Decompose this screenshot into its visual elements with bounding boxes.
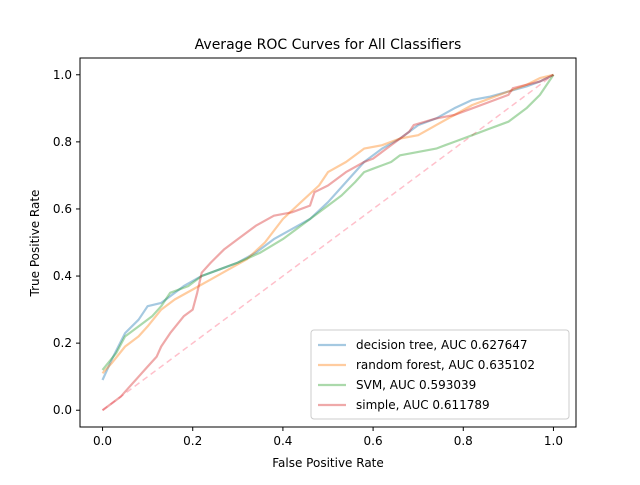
legend-box xyxy=(310,329,570,420)
y-axis: 0.0 0.2 0.4 0.6 0.8 1.0 xyxy=(53,68,80,417)
chart-title: Average ROC Curves for All Classifiers xyxy=(195,37,462,53)
x-tick-label: 1.0 xyxy=(544,434,563,448)
y-tick-label: 0.8 xyxy=(53,135,72,149)
x-tick-label: 0.8 xyxy=(454,434,473,448)
plot-frame xyxy=(79,57,577,428)
y-tick-label: 0.6 xyxy=(53,202,72,216)
series-line-2 xyxy=(101,74,555,371)
legend: decision tree, AUC 0.627647 random forest… xyxy=(310,329,570,420)
legend-label-2: SVM, AUC 0.593039 xyxy=(356,378,476,392)
x-axis: 0.0 0.2 0.4 0.6 0.8 1.0 xyxy=(93,427,563,448)
x-tick-label: 0.6 xyxy=(364,434,383,448)
series-line-0 xyxy=(101,73,554,381)
y-axis-label: True Positive Rate xyxy=(28,190,42,298)
y-tick-label: 0.0 xyxy=(53,403,72,417)
x-tick-label: 0.2 xyxy=(183,434,202,448)
series-line-3 xyxy=(101,73,554,412)
y-tick-label: 1.0 xyxy=(53,68,72,82)
y-tick-label: 0.4 xyxy=(53,269,72,283)
chance-diagonal-line xyxy=(102,74,554,411)
plot-area xyxy=(79,57,577,428)
legend-label-1: random forest, AUC 0.635102 xyxy=(356,358,535,372)
legend-label-3: simple, AUC 0.611789 xyxy=(356,398,490,412)
series-line-1 xyxy=(101,73,554,375)
y-tick-label: 0.2 xyxy=(53,336,72,350)
x-axis-label: False Positive Rate xyxy=(272,456,384,470)
x-tick-label: 0.0 xyxy=(93,434,112,448)
legend-label-0: decision tree, AUC 0.627647 xyxy=(356,338,528,352)
x-tick-label: 0.4 xyxy=(273,434,292,448)
